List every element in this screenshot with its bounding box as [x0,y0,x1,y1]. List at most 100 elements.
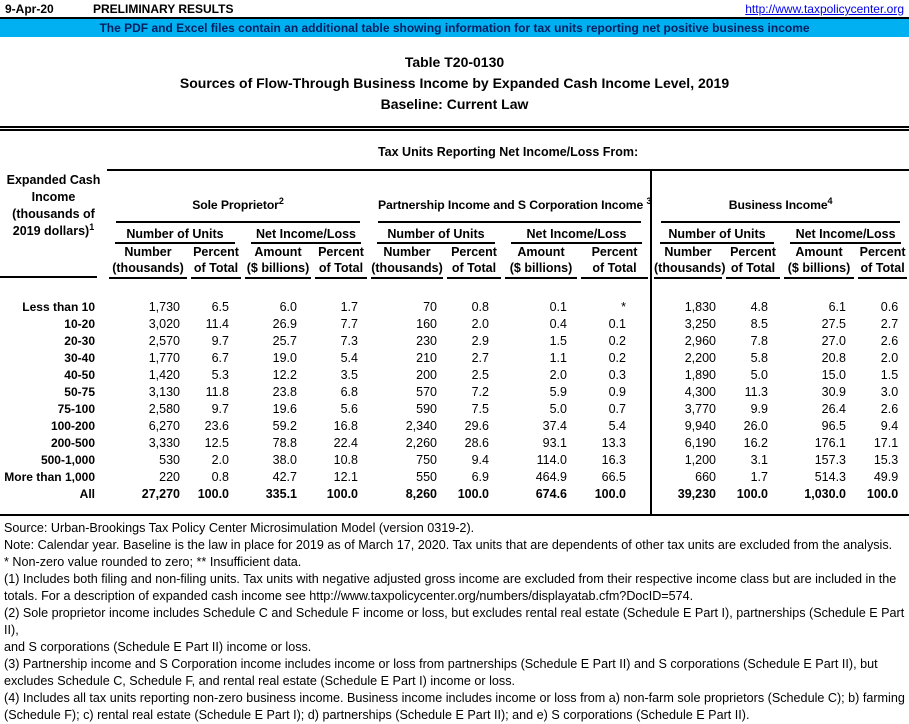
value-cell: 220 [159,470,180,484]
table-row: Less than 10 1,730 6.5 6.0 1.7 70 0.8 0.1 * 1,830… [0,299,909,316]
value-cell: 3,020 [148,317,180,331]
value-cell: 13.3 [601,436,626,450]
value-cell: 49.9 [873,470,899,484]
col-header-percent: Percent of Total [724,244,782,299]
note-line: * Non-zero value rounded to zero; ** Ins… [4,555,302,569]
value-cell: 0.9 [608,385,626,399]
value-cell: 2.0 [880,351,899,365]
col-header-number: Number (thousands) [369,244,445,299]
value-cell: 17.1 [873,436,899,450]
value-cell: 2.6 [880,402,899,416]
value-cell: 1,890 [650,367,724,384]
value-cell: 0.8 [211,470,229,484]
value-cell: 6.5 [211,300,229,314]
value-cell: 9.4 [471,453,489,467]
value-cell: 335.1 [265,487,297,501]
value-cell: 16.8 [333,419,358,433]
value-cell: 2.0 [471,317,489,331]
value-cell: 100.0 [594,487,626,501]
value-cell: 1.1 [549,351,567,365]
row-label: All [79,487,95,501]
value-cell: 100.0 [736,487,768,501]
value-cell: 100.0 [457,487,489,501]
value-cell: 96.5 [821,419,846,433]
value-cell: 6,190 [650,435,724,452]
value-cell: 6.7 [211,351,229,365]
note-line: totals. For a description of expanded ca… [4,589,694,603]
group-header-partnership-scorp: Partnership Income and S Corporation Inc… [369,170,652,223]
value-cell: 66.5 [601,470,626,484]
value-cell: 114.0 [536,453,567,467]
row-label: 50-75 [64,385,95,399]
subheader-number-of-units: Number of Units [650,223,782,244]
table-row: 40-50 1,420 5.3 12.2 3.5 200 2.5 2.0 0.3 1,890 5.0… [0,367,909,384]
value-cell: 7.5 [471,402,489,416]
value-cell: 11.3 [744,385,768,399]
row-label: 10-20 [64,317,95,331]
value-cell: 6,270 [148,419,180,433]
value-cell: 2,340 [405,419,437,433]
footnote-marker-4: 4 [827,195,833,206]
value-cell: 27.5 [821,317,846,331]
row-label: More than 1,000 [4,470,95,484]
value-cell: 42.7 [272,470,297,484]
table-row: 75-100 2,580 9.7 19.6 5.6 590 7.5 5.0 0.7 3,770 9.… [0,401,909,418]
value-cell: 23.8 [272,385,297,399]
value-cell: 5.9 [549,385,567,399]
table-body: Less than 10 1,730 6.5 6.0 1.7 70 0.8 0.1 * 1,830… [0,299,909,515]
value-cell: 1,200 [650,452,724,469]
value-cell: 5.4 [340,351,358,365]
value-cell: 5.4 [608,419,626,433]
value-cell: * [621,300,626,314]
table-row: 30-40 1,770 6.7 19.0 5.4 210 2.7 1.1 0.2 2,200 5.8… [0,350,909,367]
value-cell: 6.9 [471,470,489,484]
value-cell: 29.6 [464,419,489,433]
group-header-sole-proprietor: Sole Proprietor2 [107,170,369,223]
value-cell: 1,030.0 [804,487,846,501]
value-cell: 2,260 [405,436,437,450]
table-baseline-title: Baseline: Current Law [380,96,529,112]
value-cell: 3.1 [750,453,768,467]
value-cell: 6.0 [279,300,297,314]
value-cell: 0.8 [471,300,489,314]
value-cell: 3,330 [148,436,180,450]
value-cell: 59.2 [272,419,297,433]
value-cell: 6.8 [340,385,358,399]
spacer-cell [0,503,651,515]
value-cell: 157.3 [814,453,846,467]
value-cell: 15.3 [873,453,899,467]
value-cell: 0.4 [549,317,567,331]
value-cell: 39,230 [650,486,724,503]
value-cell: 93.1 [542,436,567,450]
value-cell: 19.6 [272,402,297,416]
row-label: 40-50 [64,368,95,382]
value-cell: 570 [416,385,437,399]
value-cell: 1,420 [148,368,180,382]
value-cell: 0.2 [608,351,626,365]
subheader-number-of-units: Number of Units [369,223,503,244]
row-label: 75-100 [57,402,95,416]
taxpolicycenter-link[interactable]: http://www.taxpolicycenter.org [745,2,904,16]
row-label: 200-500 [50,436,95,450]
value-cell: 11.8 [205,385,229,399]
value-cell: 11.4 [205,317,229,331]
value-cell: 9.9 [750,402,768,416]
value-cell: 7.7 [340,317,358,331]
value-cell: 210 [416,351,437,365]
income-table: Expanded Cash Income (thousands of 2019 … [0,126,909,516]
footnote-marker-2: 2 [278,195,284,206]
note-line: Source: Urban-Brookings Tax Policy Cente… [4,521,475,535]
note-line: (Schedule F); c) rental real estate (Sch… [4,708,750,722]
value-cell: 12.2 [272,368,297,382]
row-label: Less than 10 [22,300,95,314]
col-header-amount: Amount ($ billions) [243,244,313,299]
value-cell: 674.6 [535,487,567,501]
value-cell: 10.8 [333,453,358,467]
col-header-percent: Percent of Total [856,244,909,299]
value-cell: 20.8 [821,351,846,365]
value-cell: 0.1 [608,317,626,331]
col-header-number: Number (thousands) [650,244,726,299]
footnote-marker-1: 1 [89,221,95,232]
value-cell: 7.8 [750,334,768,348]
note-line: (2) Sole proprietor income includes Sche… [4,606,905,637]
